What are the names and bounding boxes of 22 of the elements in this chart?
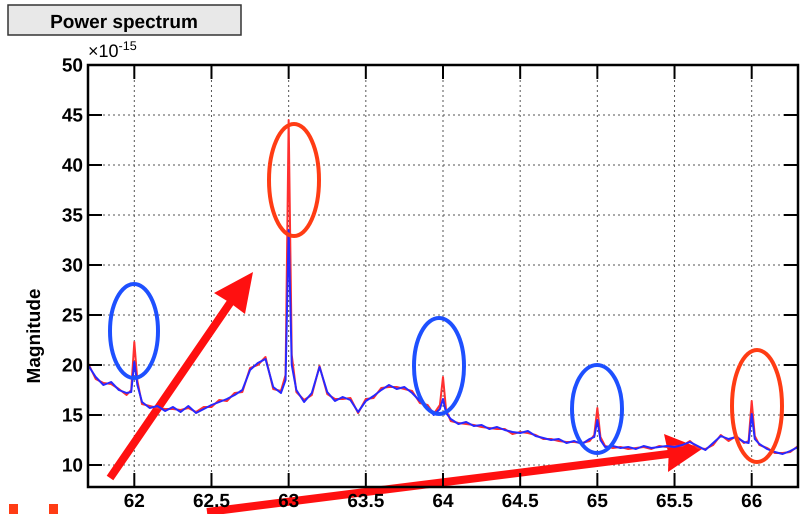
y-tick-label: 50 [62, 56, 83, 77]
y-tick-label: 45 [62, 106, 84, 127]
line-series [88, 119, 798, 454]
y-tick-label: 10 [62, 456, 83, 477]
x-tick-label: 63.5 [347, 491, 385, 512]
x-tick-label: 64 [432, 491, 454, 512]
x-tick-label: 65 [586, 491, 608, 512]
chart-title: Power spectrum [50, 12, 198, 33]
x-tick-label: 66 [741, 491, 762, 512]
text: ×10$^{-15}$ [88, 39, 137, 61]
y-tick-label: 35 [62, 206, 84, 227]
x-tick-label: 62.5 [192, 491, 230, 512]
y-tick-label: 20 [62, 356, 83, 377]
y-axis-title: Magnitude [24, 288, 45, 384]
x-tick-label: 65.5 [656, 491, 694, 512]
line-series [88, 229, 798, 455]
y-tick-label: 40 [62, 156, 83, 177]
y-tick-label: 30 [62, 256, 83, 277]
x-tick-label: 62 [124, 491, 145, 512]
y-tick-label: 15 [62, 406, 84, 427]
y-tick-label: 25 [62, 306, 84, 327]
x-tick-label: 64.5 [502, 491, 540, 512]
